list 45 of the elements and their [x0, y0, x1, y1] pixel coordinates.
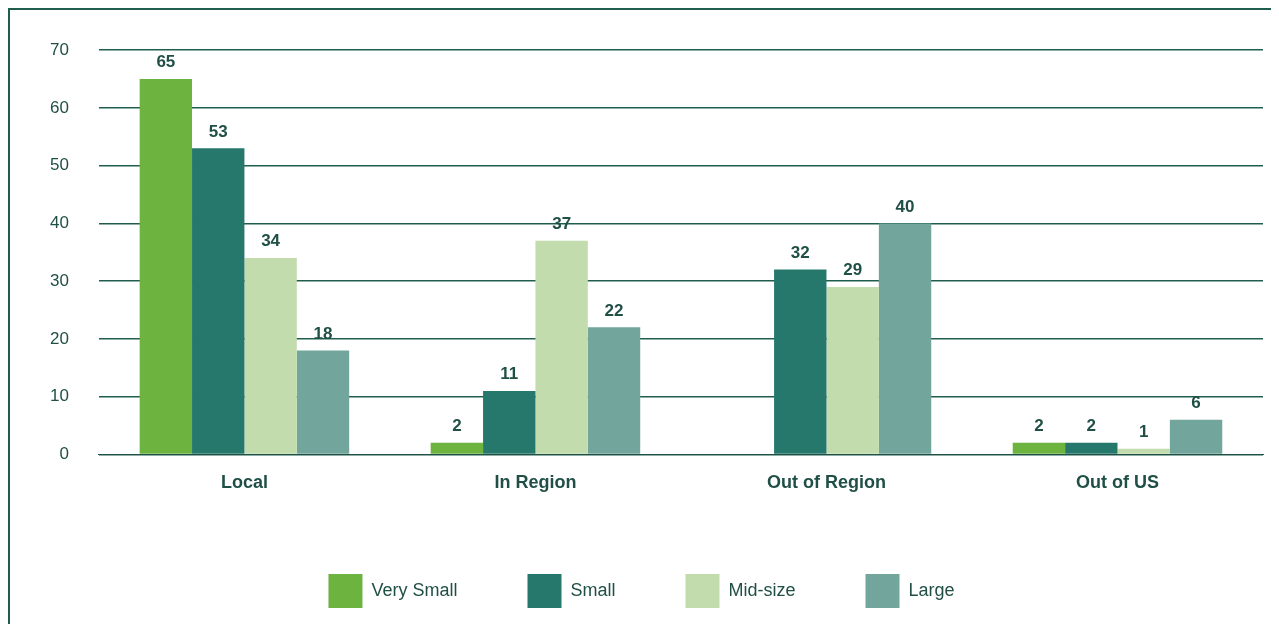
y-tick-label: 30 — [49, 270, 69, 290]
y-tick-label: 50 — [49, 155, 69, 175]
bar — [587, 327, 641, 454]
bar — [296, 350, 350, 454]
data-label: 65 — [156, 52, 176, 72]
y-tick-label: 40 — [49, 213, 69, 233]
data-label: 11 — [500, 364, 519, 384]
data-label: 18 — [313, 323, 333, 343]
bar — [430, 442, 484, 454]
bar — [1065, 442, 1118, 454]
x-tick-label: Local — [220, 472, 268, 493]
bar — [1169, 419, 1223, 454]
bar — [139, 79, 193, 454]
data-label: 29 — [843, 260, 863, 280]
legend-label: Large — [908, 579, 955, 600]
bar — [192, 148, 245, 454]
data-label: 22 — [604, 300, 624, 320]
y-tick-label: 10 — [49, 386, 69, 406]
x-tick-label: In Region — [494, 472, 577, 493]
y-tick-label: 60 — [49, 97, 69, 117]
data-label: 32 — [790, 242, 810, 262]
legend-label: Very Small — [371, 579, 458, 600]
bar — [1012, 442, 1066, 454]
legend-label: Small — [570, 579, 616, 600]
data-label: 2 — [1086, 416, 1097, 436]
bar — [244, 258, 297, 454]
bar — [878, 223, 932, 454]
data-label: 34 — [261, 231, 281, 251]
x-tick-label: Out of Region — [766, 472, 886, 493]
data-label: 1 — [1138, 421, 1149, 441]
bar — [483, 390, 536, 454]
legend-label: Mid-size — [728, 579, 796, 600]
y-tick-label: 20 — [49, 328, 69, 348]
data-label: 53 — [208, 121, 228, 141]
bar — [1117, 448, 1170, 454]
data-label: 2 — [452, 416, 462, 436]
bar — [826, 286, 879, 454]
y-tick-label: 0 — [59, 444, 69, 464]
bar — [535, 240, 588, 454]
bar — [774, 269, 827, 454]
data-label: 2 — [1034, 416, 1044, 436]
data-label: 6 — [1191, 392, 1201, 412]
data-label: 40 — [895, 196, 915, 216]
y-tick-label: 70 — [49, 39, 69, 59]
x-tick-label: Out of US — [1075, 472, 1159, 493]
